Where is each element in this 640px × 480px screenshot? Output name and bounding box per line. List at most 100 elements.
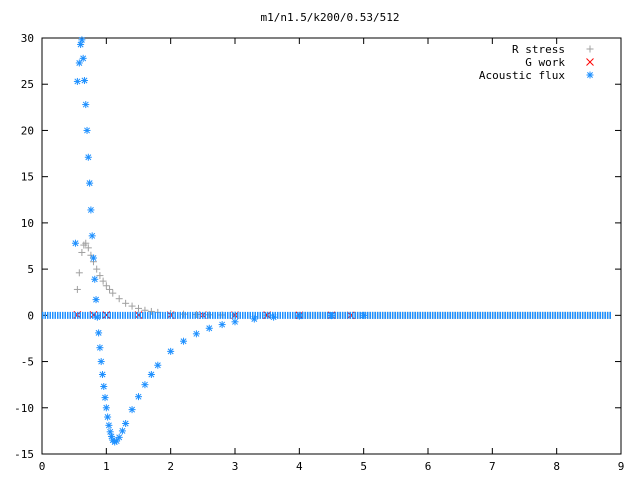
marker-stroke xyxy=(113,438,120,445)
data-point xyxy=(73,77,81,85)
x-tick-label: 1 xyxy=(103,460,110,473)
y-tick-label: 20 xyxy=(21,124,34,137)
marker-stroke xyxy=(154,362,161,369)
data-point xyxy=(78,248,86,256)
marker-stroke xyxy=(95,329,102,336)
data-point xyxy=(192,330,200,338)
marker-stroke xyxy=(116,434,123,441)
y-tick-label: -15 xyxy=(14,448,34,461)
plot-frame xyxy=(41,37,622,455)
data-point xyxy=(92,296,100,304)
x-tick-label: 9 xyxy=(618,460,625,473)
marker-stroke xyxy=(148,371,155,378)
data-point xyxy=(192,311,200,319)
marker-stroke xyxy=(93,296,100,303)
data-point xyxy=(91,275,99,283)
data-point xyxy=(154,361,162,369)
marker-stroke xyxy=(135,393,142,400)
data-point xyxy=(102,282,110,290)
data-point xyxy=(83,126,91,134)
marker-stroke xyxy=(122,420,129,427)
marker-stroke xyxy=(108,433,115,440)
data-point xyxy=(113,437,121,445)
y-tick-label: 30 xyxy=(21,32,34,45)
marker-stroke xyxy=(193,330,200,337)
marker-stroke xyxy=(206,325,213,332)
data-point xyxy=(75,269,83,277)
chart-title: m1/n1.5/k200/0.53/512 xyxy=(260,11,399,24)
data-point xyxy=(82,239,90,247)
marker-stroke xyxy=(102,311,111,319)
data-point xyxy=(218,321,226,329)
data-point xyxy=(122,299,130,307)
data-point xyxy=(295,312,303,320)
data-point xyxy=(71,239,79,247)
marker-stroke xyxy=(251,316,258,323)
marker-stroke xyxy=(76,59,83,66)
marker-stroke xyxy=(104,414,111,421)
y-tick-label: 5 xyxy=(27,263,34,276)
data-point xyxy=(102,311,111,319)
marker-stroke xyxy=(99,371,106,378)
data-point xyxy=(141,381,149,389)
marker-stroke xyxy=(586,58,594,66)
marker-stroke xyxy=(98,358,105,365)
data-point xyxy=(106,285,114,293)
y-tick-label: -5 xyxy=(21,356,34,369)
data-point xyxy=(79,54,87,62)
series-acoustic-flux xyxy=(42,36,612,446)
data-point xyxy=(102,404,110,412)
data-point xyxy=(78,36,86,44)
data-point xyxy=(250,315,258,323)
marker-stroke xyxy=(86,180,93,187)
data-marks xyxy=(42,36,612,446)
x-tick-label: 3 xyxy=(232,460,239,473)
marker-stroke xyxy=(105,422,112,429)
x-tick-label: 4 xyxy=(296,460,303,473)
y-tick-label: 25 xyxy=(21,78,34,91)
data-point xyxy=(93,265,101,273)
marker-stroke xyxy=(167,348,174,355)
y-tick-label: -10 xyxy=(14,402,34,415)
marker-stroke xyxy=(89,232,96,239)
data-point xyxy=(167,347,175,355)
legend-label: G work xyxy=(525,56,565,69)
axes: 0 1 2 3 4 5 6 7 8 9 -15 -10 -5 0 5 10 15 20 25 30 xyxy=(14,32,624,473)
marker-stroke xyxy=(119,427,126,434)
data-point xyxy=(205,311,213,319)
data-point xyxy=(87,206,95,214)
data-point xyxy=(270,313,278,321)
data-point xyxy=(180,337,188,345)
data-point xyxy=(135,304,142,312)
data-point xyxy=(98,370,106,378)
marker-stroke xyxy=(91,276,98,283)
data-point xyxy=(328,312,335,320)
x-tick-label: 2 xyxy=(167,460,174,473)
marker-stroke xyxy=(72,240,79,247)
data-point xyxy=(205,324,213,332)
x-tick-label: 5 xyxy=(360,460,367,473)
marker-stroke xyxy=(74,78,81,85)
data-point xyxy=(101,394,109,402)
y-tick-label: 10 xyxy=(21,217,34,230)
legend-marker xyxy=(586,58,594,66)
data-point xyxy=(86,179,94,187)
data-point xyxy=(75,59,83,67)
data-point xyxy=(82,101,90,109)
marker-stroke xyxy=(102,394,109,401)
data-point xyxy=(96,272,104,280)
data-point xyxy=(100,383,108,391)
data-point xyxy=(97,358,105,366)
data-point xyxy=(128,302,136,310)
data-point xyxy=(115,295,123,303)
marker-stroke xyxy=(219,321,226,328)
data-point xyxy=(73,285,81,293)
legend-marker xyxy=(586,45,594,53)
data-point xyxy=(360,311,368,319)
data-point xyxy=(128,406,136,414)
legend-marker xyxy=(586,71,594,79)
marker-stroke xyxy=(78,36,85,43)
x-tick-label: 7 xyxy=(489,460,496,473)
